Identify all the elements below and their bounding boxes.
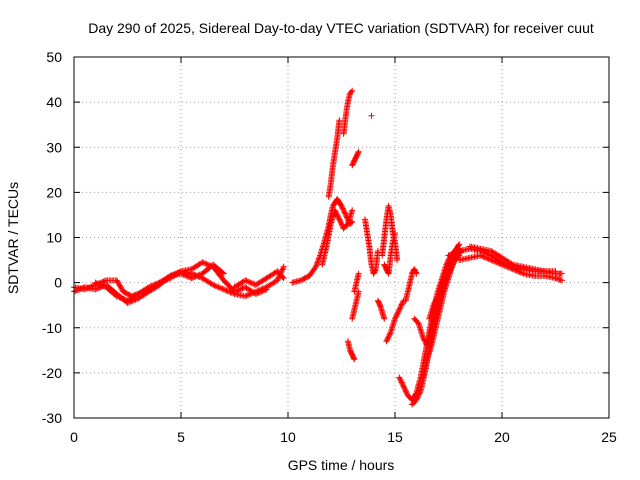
x-axis-label: GPS time / hours: [288, 457, 395, 473]
y-tick-label-40: 40: [46, 94, 62, 110]
points-trace-q: [381, 230, 398, 277]
points-trace-aa: [466, 243, 559, 275]
chart-title: Day 290 of 2025, Sidereal Day-to-day VTE…: [88, 20, 594, 36]
series-trace-u: [402, 266, 420, 304]
y-tick-label-0: 0: [54, 275, 62, 291]
points-trace-m: [368, 112, 375, 119]
points-trace-u: [402, 266, 420, 304]
points-trace-z: [456, 252, 565, 284]
y-tick-label-30: 30: [46, 139, 62, 155]
data-points: [71, 87, 565, 408]
series-trace-f: [319, 207, 356, 268]
series-trace-aa: [466, 243, 559, 275]
x-tick-label-25: 25: [601, 429, 617, 445]
series-trace-o: [374, 297, 388, 322]
x-tick-label-10: 10: [280, 429, 296, 445]
series-trace-d: [231, 268, 287, 291]
y-tick-label-10: 10: [46, 230, 62, 246]
x-tick-label-15: 15: [387, 429, 403, 445]
points-trace-d: [231, 268, 287, 291]
y-tick-label--20: -20: [42, 365, 62, 381]
points-trace-r: [383, 297, 407, 345]
points-trace-l: [349, 288, 362, 322]
series-trace-g: [325, 117, 343, 200]
points-trace-g: [325, 117, 343, 200]
series-trace-j: [349, 148, 362, 169]
axis-ticks: [73, 56, 610, 419]
series-trace-h: [340, 87, 356, 137]
x-tick-label-0: 0: [70, 429, 78, 445]
series-trace-x: [419, 248, 465, 381]
points-trace-k: [351, 270, 362, 295]
points-trace-c: [92, 261, 227, 304]
y-tick-label-50: 50: [46, 49, 62, 65]
series-trace-z: [456, 252, 565, 284]
x-tick-label-20: 20: [494, 429, 510, 445]
series-trace-r: [383, 297, 407, 345]
points-trace-h: [340, 87, 356, 137]
y-tick-label--30: -30: [42, 410, 62, 426]
points-trace-n: [362, 216, 381, 277]
series-trace-c: [92, 261, 227, 304]
series-trace-m: [368, 112, 375, 119]
tick-labels: 0 5 10 15 20 25 -30 -20 -10 0 10 20 30 40 50: [42, 49, 617, 445]
series-trace-l: [349, 288, 362, 322]
y-tick-label-20: 20: [46, 184, 62, 200]
series-trace-q: [381, 230, 398, 277]
points-trace-j: [349, 148, 362, 169]
points-trace-x: [419, 248, 465, 381]
points-trace-o: [374, 297, 388, 322]
x-tick-label-5: 5: [177, 429, 185, 445]
series-trace-n: [362, 216, 381, 277]
series-trace-i: [344, 338, 358, 363]
points-trace-f: [319, 207, 356, 268]
series-trace-k: [351, 270, 362, 295]
y-axis-label: SDTVAR / TECUs: [5, 182, 21, 294]
points-trace-i: [344, 338, 358, 363]
y-tick-label--10: -10: [42, 320, 62, 336]
